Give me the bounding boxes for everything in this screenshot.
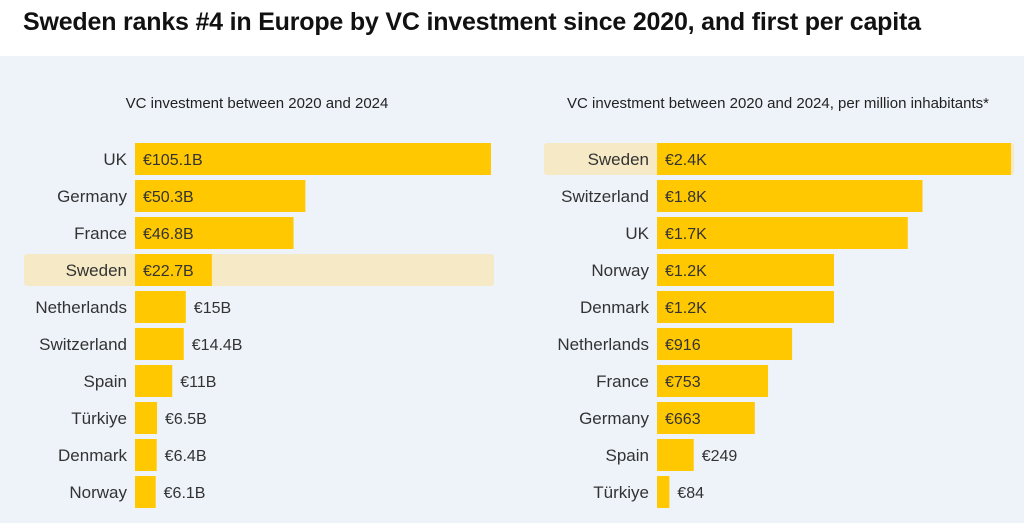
category-label: Germany (57, 187, 127, 206)
chart-panel-per-capita: VC investment between 2020 and 2024, per… (512, 56, 1024, 523)
bar-france (657, 365, 769, 397)
category-label: Spain (84, 372, 127, 391)
category-label: Sweden (588, 150, 649, 169)
value-label: €249 (702, 448, 738, 465)
bar-trkiye (657, 476, 670, 508)
bar-germany (135, 180, 306, 212)
value-label: €46.8B (143, 226, 194, 243)
chart-subtitle: VC investment between 2020 and 2024, per… (567, 95, 989, 112)
bar-uk (135, 143, 491, 175)
bar-uk (657, 217, 908, 249)
category-label: UK (103, 150, 127, 169)
value-label: €916 (665, 337, 701, 354)
value-label: €6.5B (165, 411, 207, 428)
bar-denmark (657, 291, 834, 323)
value-label: €84 (677, 485, 704, 502)
value-label: €15B (194, 300, 231, 317)
bar-spain (657, 439, 694, 471)
bar-denmark (135, 439, 157, 471)
category-label: UK (625, 224, 649, 243)
value-label: €22.7B (143, 263, 194, 280)
chart-subtitle: VC investment between 2020 and 2024 (126, 95, 389, 112)
bar-france (135, 217, 294, 249)
category-label: Denmark (580, 298, 649, 317)
value-label: €1.8K (665, 189, 707, 206)
bar-netherlands (135, 291, 186, 323)
value-label: €14.4B (192, 337, 243, 354)
value-label: €1.7K (665, 226, 707, 243)
category-label: Germany (579, 409, 649, 428)
value-label: €50.3B (143, 189, 194, 206)
bar-germany (657, 402, 755, 434)
bar-trkiye (135, 402, 158, 434)
value-label: €663 (665, 411, 701, 428)
value-label: €1.2K (665, 263, 707, 280)
category-label: France (74, 224, 127, 243)
chart-per-capita-investment: VC investment between 2020 and 2024, per… (544, 95, 1014, 508)
value-label: €753 (665, 374, 701, 391)
value-label: €6.1B (164, 485, 206, 502)
bar-netherlands (657, 328, 793, 360)
bar-switzerland (657, 180, 923, 212)
category-label: Türkiye (71, 409, 127, 428)
category-label: Türkiye (593, 483, 649, 502)
bar-norway (657, 254, 834, 286)
category-label: Switzerland (561, 187, 649, 206)
bar-sweden (135, 254, 212, 286)
category-label: France (596, 372, 649, 391)
chart-panel-total: VC investment between 2020 and 2024 UK €10… (0, 56, 512, 523)
bar-norway (135, 476, 156, 508)
value-label: €11B (180, 374, 216, 391)
category-label: Netherlands (557, 335, 649, 354)
value-label: €105.1B (143, 152, 203, 169)
page-title: Sweden ranks #4 in Europe by VC investme… (23, 8, 921, 36)
bar-switzerland (135, 328, 184, 360)
category-label: Norway (69, 483, 127, 502)
bar-sweden (657, 143, 1011, 175)
category-label: Norway (591, 261, 649, 280)
category-label: Spain (606, 446, 649, 465)
category-label: Sweden (66, 261, 127, 280)
category-label: Switzerland (39, 335, 127, 354)
value-label: €6.4B (165, 448, 207, 465)
chart-total-investment: VC investment between 2020 and 2024 UK €10… (24, 95, 494, 508)
value-label: €1.2K (665, 300, 707, 317)
category-label: Netherlands (35, 298, 127, 317)
value-label: €2.4K (665, 152, 707, 169)
category-label: Denmark (58, 446, 127, 465)
bar-spain (135, 365, 173, 397)
